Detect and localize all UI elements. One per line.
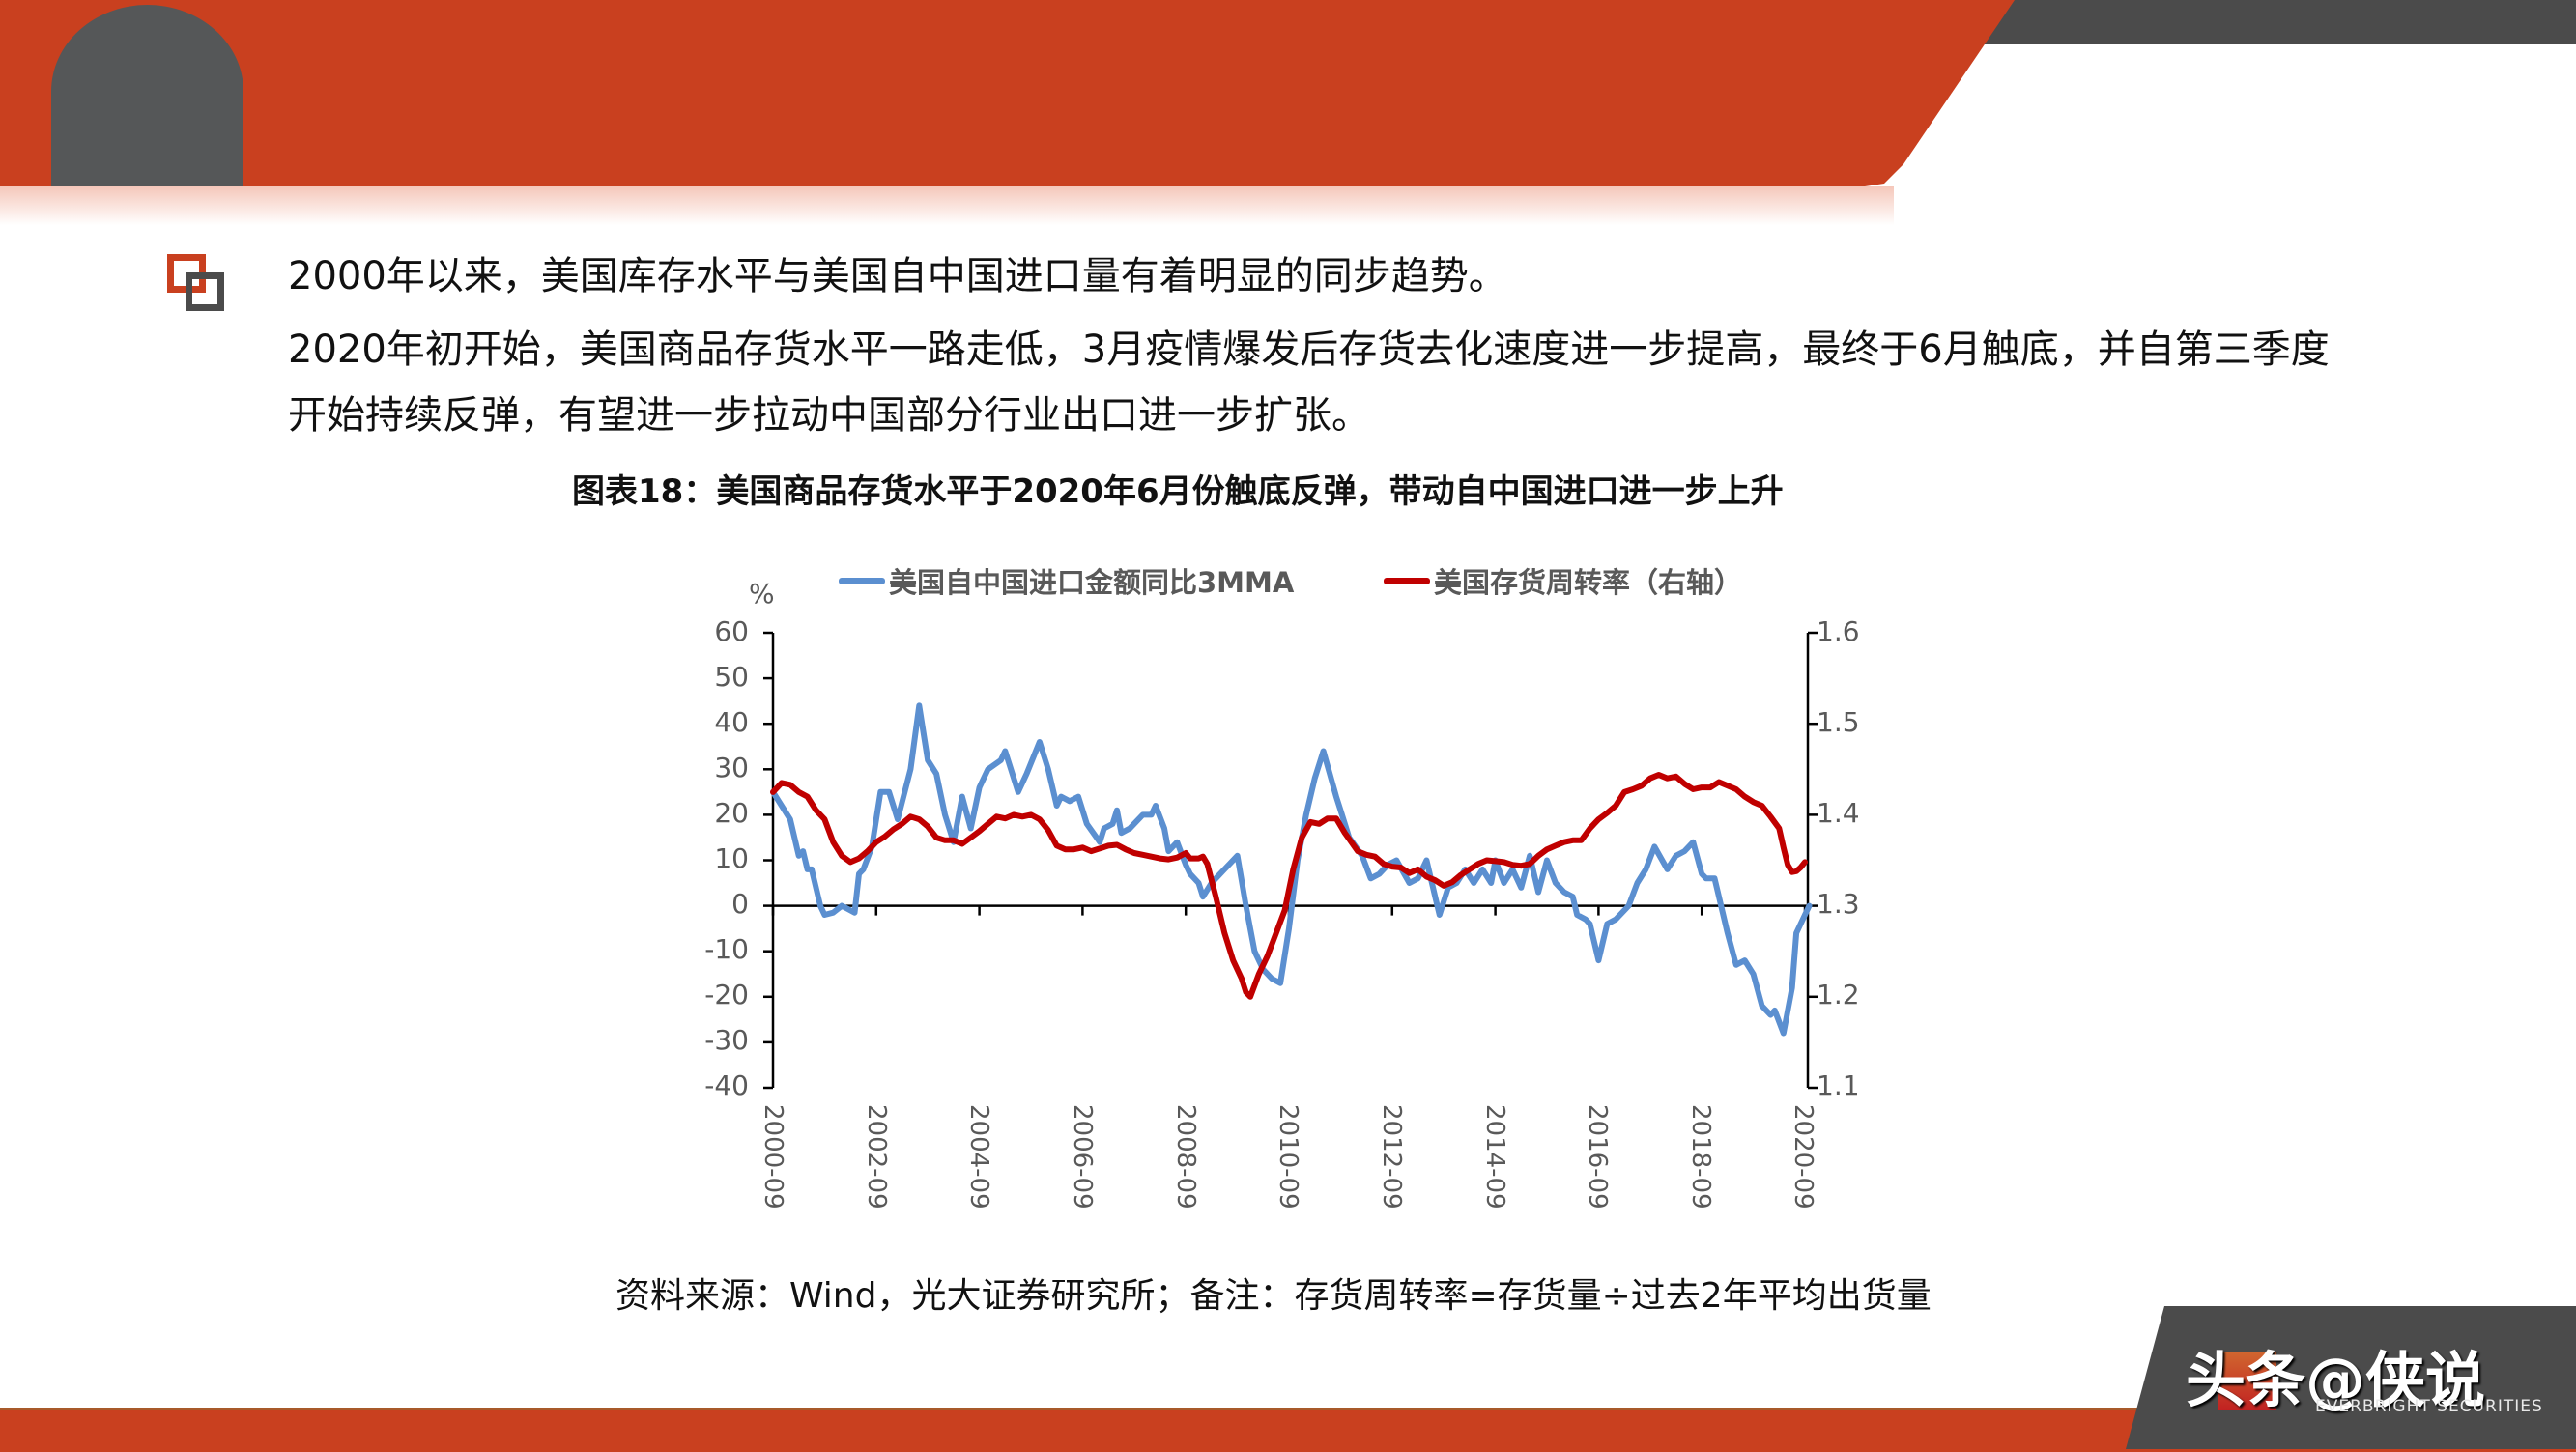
brand-name: EVERBRIGHT SECURITIES [2315,1397,2543,1416]
y-tick-label: -40 [704,1069,749,1101]
header-dark-band [1971,0,2576,44]
watermark-text: 头条@侠说 [2186,1345,2486,1415]
legend-label: 美国自中国进口金额同比3MMA [889,566,1295,599]
source-note: 资料来源：Wind，光大证券研究所；备注：存货周转率=存货量÷过去2年平均出货量 [615,1276,1932,1316]
header-shadow [0,186,1894,225]
y-tick-label: -20 [704,979,749,1011]
y-right-tick-label: 1.4 [1817,797,1860,829]
y-tick-label: 10 [714,842,749,874]
brand-logo-icon [2218,1352,2276,1410]
y-right-tick-label: 1.1 [1817,1069,1860,1101]
legend-item-imports: 美国自中国进口金额同比3MMA [839,560,1294,601]
footer-logo-panel [2126,1306,2576,1449]
paragraph-2: 2020年初开始，美国商品存货水平一路走低，3月疫情爆发后存货去化速度进一步提高… [288,327,2330,372]
y-tick-label: -30 [704,1024,749,1056]
figure-title: 图表18：美国商品存货水平于2020年6月份触底反弹，带动自中国进口进一步上升 [572,472,1784,511]
y-tick-label: -10 [704,933,749,965]
y-tick-label: 50 [714,661,749,693]
legend-swatch-red [1384,577,1430,584]
header-orange-band [0,0,2015,186]
y-tick-label: 60 [714,615,749,647]
y-tick-label: 0 [731,888,749,920]
y-tick-label: 20 [714,797,749,829]
y-right-tick-label: 1.6 [1817,615,1860,647]
y-tick-label: 30 [714,752,749,783]
y-tick-label: 40 [714,706,749,738]
legend-swatch-blue [839,577,885,584]
left-axis-unit: % [749,578,775,610]
y-right-tick-label: 1.5 [1817,706,1860,738]
imports-yoy-line [770,702,1813,1037]
overlapping-squares-icon [164,251,224,311]
chart-lines [770,702,1813,1037]
y-right-tick-label: 1.3 [1817,888,1860,920]
legend-label: 美国存货周转率（右轴） [1434,566,1743,599]
header-tab-decoration [51,5,243,186]
inventory-ratio-line [770,772,1808,1000]
legend-item-inventory-ratio: 美国存货周转率（右轴） [1384,560,1742,601]
paragraph-1: 2000年以来，美国库存水平与美国自中国进口量有着明显的同步趋势。 [288,254,1507,299]
paragraph-3: 开始持续反弹，有望进一步拉动中国部分行业出口进一步扩张。 [288,393,1370,438]
y-right-tick-label: 1.2 [1817,979,1860,1011]
